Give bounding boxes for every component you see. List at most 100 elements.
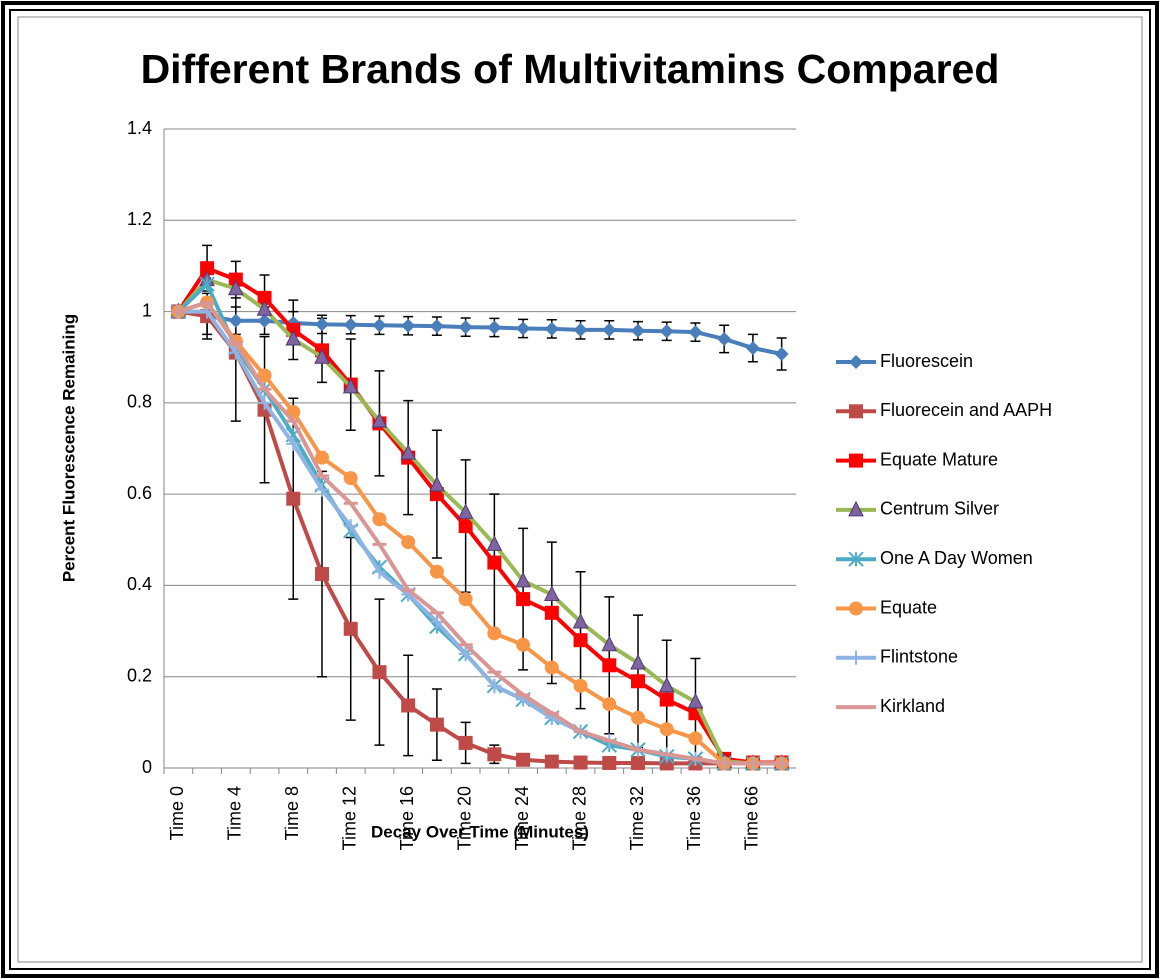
marker xyxy=(401,535,416,550)
marker xyxy=(257,368,272,383)
marker xyxy=(400,443,416,460)
marker xyxy=(573,755,588,770)
y-tick-label: 0.4 xyxy=(127,574,152,594)
marker xyxy=(631,755,645,770)
marker xyxy=(257,395,272,410)
legend-item: Equate Mature xyxy=(836,449,998,469)
y-tick-label: 0.2 xyxy=(127,665,152,685)
x-tick-label: Time 0 xyxy=(167,786,187,840)
marker xyxy=(848,500,864,517)
marker xyxy=(429,717,444,732)
marker xyxy=(286,436,301,451)
marker xyxy=(602,322,617,337)
x-tick-label: Time 28 xyxy=(569,786,589,850)
legend-item: Equate xyxy=(836,597,937,617)
marker xyxy=(487,555,502,570)
series-line xyxy=(178,309,782,766)
marker xyxy=(458,519,473,534)
marker xyxy=(516,321,531,336)
marker xyxy=(774,347,789,362)
marker xyxy=(516,592,531,607)
marker xyxy=(257,313,272,328)
marker xyxy=(199,276,215,292)
legend-label: Centrum Silver xyxy=(880,499,999,519)
marker xyxy=(515,571,531,588)
legend-label: Fluorescein xyxy=(880,351,973,371)
marker xyxy=(631,323,645,338)
marker xyxy=(659,324,674,339)
marker xyxy=(849,453,863,468)
marker xyxy=(371,411,388,428)
marker xyxy=(228,313,243,328)
marker xyxy=(487,747,502,762)
legend-label: Fluorecein and AAPH xyxy=(880,400,1052,420)
marker xyxy=(429,319,444,334)
marker xyxy=(516,752,531,767)
marker xyxy=(372,665,387,680)
marker xyxy=(458,646,473,661)
x-tick-label: Time 32 xyxy=(627,786,647,850)
series-line xyxy=(176,282,782,766)
marker xyxy=(256,300,273,316)
marker xyxy=(630,653,646,670)
legend-label: Equate Mature xyxy=(880,449,998,469)
y-tick-label: 1.2 xyxy=(127,209,152,229)
marker xyxy=(849,650,863,665)
marker xyxy=(544,585,560,602)
marker xyxy=(372,564,387,579)
marker xyxy=(717,331,732,346)
marker xyxy=(848,551,864,567)
chart-area xyxy=(17,16,1143,963)
marker xyxy=(315,450,329,465)
legend-item: Kirkland xyxy=(836,696,945,716)
series-line xyxy=(176,266,782,765)
marker xyxy=(516,637,531,652)
marker xyxy=(544,754,559,769)
marker xyxy=(458,592,473,607)
marker xyxy=(315,317,329,332)
marker xyxy=(487,678,502,693)
marker xyxy=(343,519,358,534)
marker xyxy=(486,535,503,551)
marker xyxy=(458,320,473,335)
marker xyxy=(228,279,244,296)
marker xyxy=(285,329,302,346)
y-tick-label: 1.4 xyxy=(127,118,152,138)
legend-label: Equate xyxy=(880,597,937,617)
marker xyxy=(343,317,358,332)
marker xyxy=(658,676,675,693)
marker xyxy=(315,482,329,497)
marker xyxy=(401,698,416,713)
marker xyxy=(429,564,444,579)
marker xyxy=(849,355,863,369)
marker xyxy=(849,404,863,419)
legend-item: Fluorecein and AAPH xyxy=(836,400,1052,420)
marker xyxy=(601,635,618,652)
marker xyxy=(458,735,473,750)
marker xyxy=(487,320,502,335)
x-tick-label: Time 12 xyxy=(339,786,359,850)
marker xyxy=(572,612,589,629)
marker xyxy=(631,710,645,725)
y-tick-label: 0.6 xyxy=(127,483,152,503)
marker xyxy=(687,692,704,709)
marker xyxy=(429,614,444,629)
legend-label: One A Day Women xyxy=(880,548,1033,568)
marker xyxy=(745,341,760,356)
marker xyxy=(343,471,358,486)
marker xyxy=(429,475,445,492)
y-tick-label: 0 xyxy=(142,757,152,777)
marker xyxy=(602,658,617,673)
legend-label: Kirkland xyxy=(880,696,945,716)
marker xyxy=(286,491,301,506)
x-tick-label: Time 66 xyxy=(742,786,762,850)
marker xyxy=(849,601,863,616)
marker xyxy=(659,692,674,707)
legend-label: Flintstone xyxy=(880,647,958,667)
marker xyxy=(200,261,215,276)
marker xyxy=(544,321,559,336)
marker xyxy=(602,755,617,770)
y-tick-label: 0.8 xyxy=(127,392,152,412)
x-tick-label: Time 24 xyxy=(512,786,532,850)
